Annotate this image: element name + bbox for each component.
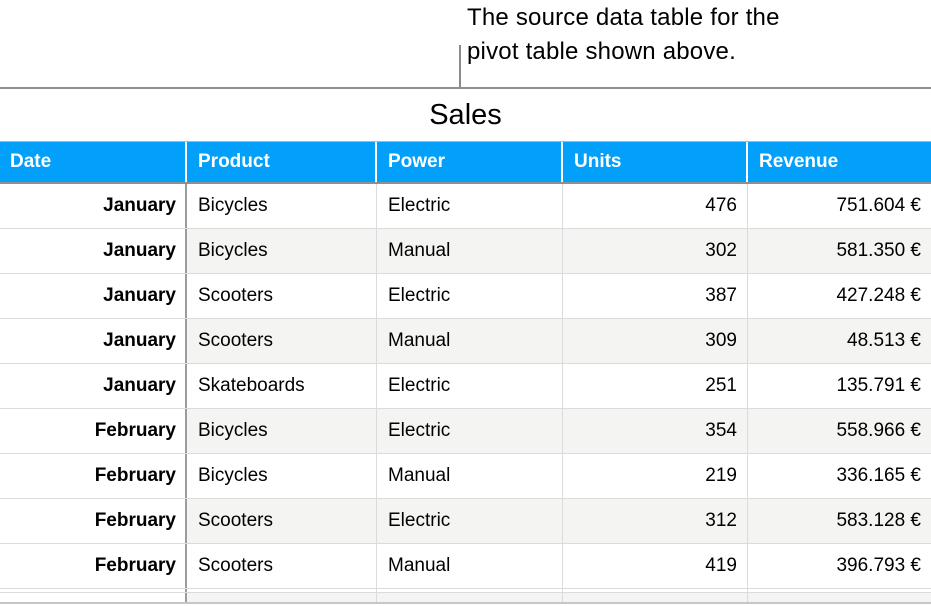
cell-date[interactable]: January (0, 274, 187, 318)
table-row: January Scooters Electric 387 427.248 € (0, 274, 931, 319)
cell-units[interactable]: 387 (563, 274, 748, 318)
callout-connector-line (459, 45, 461, 88)
caption-line-2: pivot table shown above. (467, 38, 736, 65)
cell-units[interactable]: 476 (563, 184, 748, 228)
cell-units[interactable]: 312 (563, 499, 748, 543)
cell-date[interactable]: January (0, 184, 187, 228)
column-header-date[interactable]: Date (0, 142, 187, 182)
column-header-product[interactable]: Product (187, 142, 377, 182)
cell-power[interactable]: Manual (377, 454, 563, 498)
partial-row-clipped (0, 593, 931, 602)
cell-date[interactable]: February (0, 544, 187, 588)
cell-product[interactable]: Bicycles (187, 409, 377, 453)
column-header-power[interactable]: Power (377, 142, 563, 182)
cell-power[interactable]: Electric (377, 274, 563, 318)
cell-date[interactable]: February (0, 454, 187, 498)
table-row: January Skateboards Electric 251 135.791… (0, 364, 931, 409)
table-row: January Bicycles Manual 302 581.350 € (0, 229, 931, 274)
cell-units[interactable]: 251 (563, 364, 748, 408)
cell-product[interactable]: Bicycles (187, 454, 377, 498)
table-row: February Scooters Electric 312 583.128 € (0, 499, 931, 544)
cell-units[interactable]: 309 (563, 319, 748, 363)
cell-product[interactable]: Scooters (187, 274, 377, 318)
cell-revenue[interactable]: 583.128 € (836, 510, 921, 531)
table-row: January Scooters Manual 309 48.513 € (0, 319, 931, 364)
cell-date[interactable]: January (0, 229, 187, 273)
column-header-units[interactable]: Units (563, 142, 748, 182)
figure-caption: The source data table for the pivot tabl… (467, 1, 780, 69)
cell-units[interactable]: 419 (563, 544, 748, 588)
cell-revenue[interactable]: 135.791 € (836, 375, 921, 396)
cell-units[interactable]: 219 (563, 454, 748, 498)
cell-units[interactable]: 302 (563, 229, 748, 273)
cell-power[interactable]: Electric (377, 499, 563, 543)
cell-product[interactable]: Skateboards (187, 364, 377, 408)
cell-power[interactable]: Manual (377, 544, 563, 588)
cell-date[interactable]: February (0, 499, 187, 543)
cell-revenue[interactable]: 581.350 € (836, 240, 921, 261)
column-header-revenue[interactable]: Revenue (759, 151, 839, 172)
table-row: February Scooters Manual 419 396.793 € (0, 544, 931, 589)
table-header-row: Date Product Power Units Revenue (0, 142, 931, 184)
sales-table: Sales Date Product Power Units Revenue J… (0, 87, 931, 604)
cell-power[interactable]: Electric (377, 184, 563, 228)
cell-product[interactable]: Scooters (187, 319, 377, 363)
cell-product[interactable]: Scooters (187, 499, 377, 543)
partial-row (0, 589, 931, 593)
cell-product[interactable]: Bicycles (187, 229, 377, 273)
cell-units[interactable]: 354 (563, 409, 748, 453)
cell-product[interactable]: Scooters (187, 544, 377, 588)
cell-power[interactable]: Manual (377, 319, 563, 363)
table-row: February Bicycles Electric 354 558.966 € (0, 409, 931, 454)
cell-revenue[interactable]: 751.604 € (836, 195, 921, 216)
caption-line-1: The source data table for the (467, 4, 780, 31)
cell-date[interactable]: February (0, 409, 187, 453)
cell-power[interactable]: Electric (377, 409, 563, 453)
cell-revenue[interactable]: 48.513 € (847, 330, 921, 351)
cell-revenue[interactable]: 558.966 € (836, 420, 921, 441)
table-row: January Bicycles Electric 476 751.604 € (0, 184, 931, 229)
cell-date[interactable]: January (0, 319, 187, 363)
table-title[interactable]: Sales (0, 89, 931, 142)
cell-revenue[interactable]: 336.165 € (836, 465, 921, 486)
cell-revenue[interactable]: 396.793 € (836, 555, 921, 576)
table-clipped-bottom-edge (0, 602, 931, 604)
cell-power[interactable]: Manual (377, 229, 563, 273)
cell-product[interactable]: Bicycles (187, 184, 377, 228)
cell-power[interactable]: Electric (377, 364, 563, 408)
cell-date[interactable]: January (0, 364, 187, 408)
table-row: February Bicycles Manual 219 336.165 € (0, 454, 931, 499)
cell-revenue[interactable]: 427.248 € (836, 285, 921, 306)
